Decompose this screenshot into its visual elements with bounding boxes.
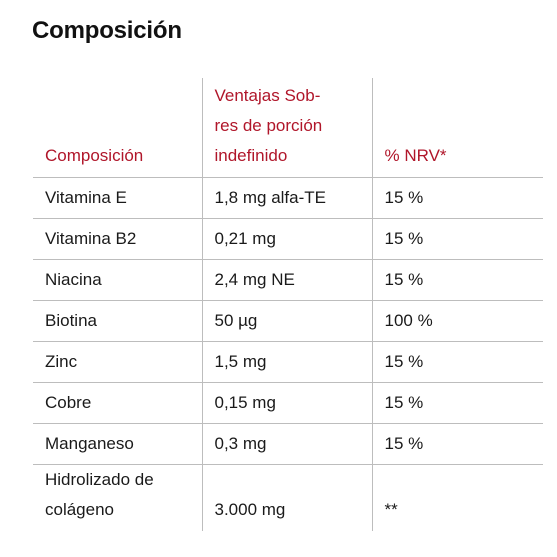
cell-nutrient: Vitamina B2 xyxy=(33,218,202,260)
cell-nrv: ** xyxy=(371,464,543,531)
table-row: Niacina 2,4 mg NE 15 % xyxy=(33,259,543,301)
table-header-row: Composición Ventajas Sob-res de porción i… xyxy=(33,78,543,178)
table-row: Biotina 50 µg 100 % xyxy=(33,300,543,342)
cell-nutrient: Vitamina E xyxy=(33,177,202,219)
table-row: Cobre 0,15 mg 15 % xyxy=(33,382,543,424)
cell-amount: 0,21 mg xyxy=(201,218,372,260)
cell-nutrient: Hidrolizado de colágeno xyxy=(33,464,202,531)
cell-nutrient: Biotina xyxy=(33,300,202,342)
table-row: Manganeso 0,3 mg 15 % xyxy=(33,423,543,465)
cell-amount: 1,8 mg alfa-TE xyxy=(201,177,372,219)
cell-nutrient: Manganeso xyxy=(33,423,202,465)
cell-nrv: 15 % xyxy=(371,177,543,219)
cell-nutrient: Niacina xyxy=(33,259,202,301)
cell-nrv: 15 % xyxy=(371,341,543,383)
header-line: res de porción xyxy=(214,115,323,135)
header-ventajas-sobres: Ventajas Sob-res de porción indefinido xyxy=(201,78,372,178)
cell-line: colágeno xyxy=(45,499,115,519)
cell-nutrient: Zinc xyxy=(33,341,202,383)
page-title: Composición xyxy=(32,17,182,44)
header-line: indefinido xyxy=(214,145,288,165)
cell-nrv: 100 % xyxy=(371,300,543,342)
cell-nrv: 15 % xyxy=(371,218,543,260)
cell-nrv: 15 % xyxy=(371,259,543,301)
cell-amount: 3.000 mg xyxy=(201,464,372,531)
cell-amount: 50 µg xyxy=(201,300,372,342)
header-line: Ventajas Sob- xyxy=(214,85,321,105)
cell-amount: 0,15 mg xyxy=(201,382,372,424)
composition-table: Composición Ventajas Sob-res de porción i… xyxy=(33,78,543,531)
table-row: Zinc 1,5 mg 15 % xyxy=(33,341,543,383)
table-row: Hidrolizado de colágeno 3.000 mg ** xyxy=(33,464,543,531)
header-nrv: % NRV* xyxy=(371,78,543,178)
header-composicion: Composición xyxy=(33,78,202,178)
cell-line: Hidrolizado de xyxy=(45,469,154,489)
cell-nrv: 15 % xyxy=(371,423,543,465)
cell-nutrient: Cobre xyxy=(33,382,202,424)
table-row: Vitamina B2 0,21 mg 15 % xyxy=(33,218,543,260)
table-row: Vitamina E 1,8 mg alfa-TE 15 % xyxy=(33,177,543,219)
cell-amount: 0,3 mg xyxy=(201,423,372,465)
cell-amount: 2,4 mg NE xyxy=(201,259,372,301)
cell-amount: 1,5 mg xyxy=(201,341,372,383)
cell-nrv: 15 % xyxy=(371,382,543,424)
